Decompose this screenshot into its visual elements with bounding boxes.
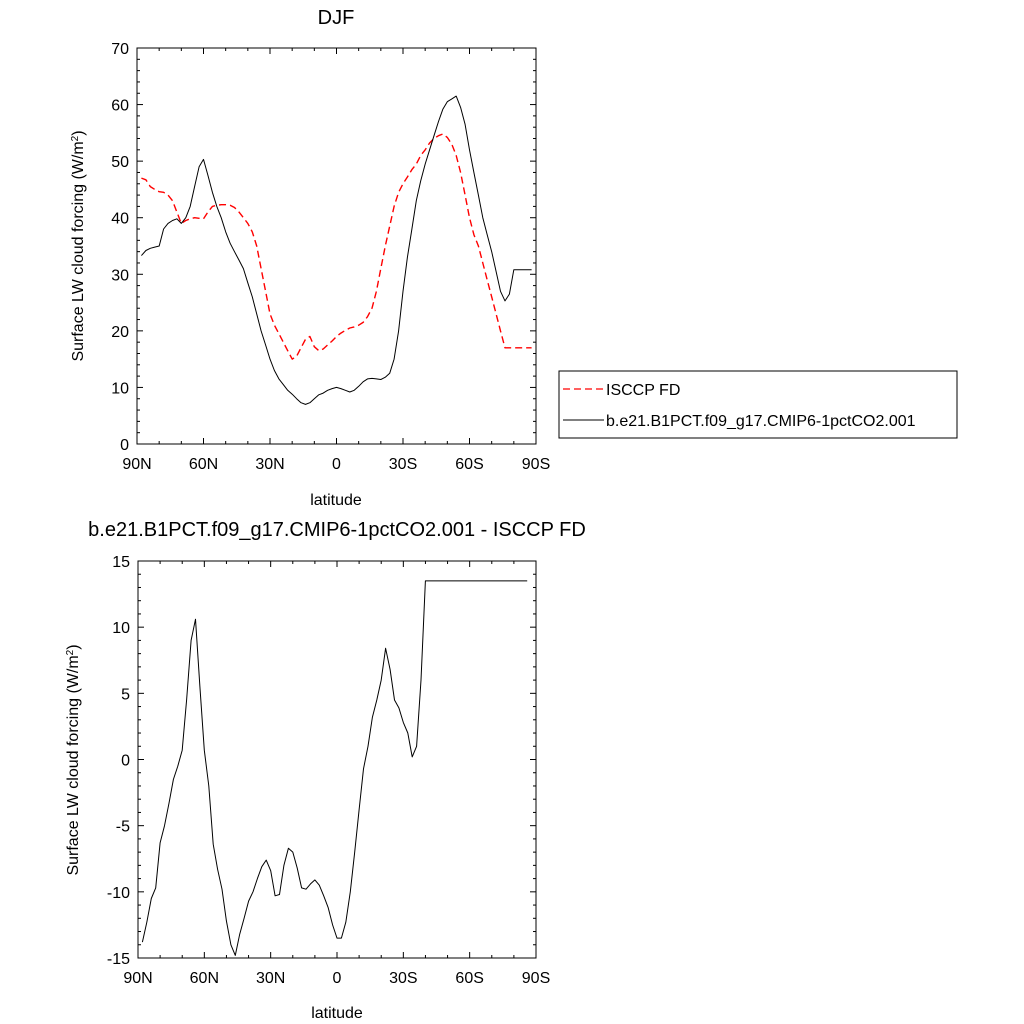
top-y-axis-label: Surface LW cloud forcing (W/m2) bbox=[70, 130, 88, 361]
bottom-series-group bbox=[141, 580, 528, 956]
bottom-y-tick-label: -15 bbox=[107, 951, 130, 968]
bottom-y-tick-label: -10 bbox=[107, 885, 130, 902]
top-x-axis-label: latitude bbox=[310, 492, 362, 509]
legend-label-model: b.e21.B1PCT.f09_g17.CMIP6-1pctCO2.001 bbox=[606, 413, 916, 430]
top-series-line-0 bbox=[141, 133, 532, 360]
top-x-tick-label: 30N bbox=[255, 456, 284, 473]
bottom-series-line-0 bbox=[141, 580, 528, 956]
bottom-x-tick-label: 30N bbox=[256, 970, 285, 987]
bottom-y-axis-label-close: ) bbox=[65, 644, 82, 649]
top-y-axis-label-sup: 2 bbox=[70, 135, 81, 141]
bottom-ticks: 90N 60N 30N 0 30S 60S 90S -15 -10 -5 0 5 10 15 bbox=[107, 554, 550, 987]
legend: ISCCP FD b.e21.B1PCT.f09_g17.CMIP6-1pctC… bbox=[558, 370, 958, 439]
bottom-y-axis-label: Surface LW cloud forcing (W/m2) bbox=[65, 644, 83, 875]
top-y-axis-label-close: ) bbox=[70, 130, 87, 135]
top-chart-title: DJF bbox=[318, 7, 355, 29]
bottom-y-tick-label: 10 bbox=[112, 620, 130, 637]
top-y-tick-label: 10 bbox=[111, 380, 129, 397]
top-x-tick-label: 90S bbox=[522, 456, 550, 473]
top-x-tick-label: 60S bbox=[455, 456, 483, 473]
legend-label-isccp: ISCCP FD bbox=[606, 382, 680, 399]
top-y-tick-label: 0 bbox=[120, 437, 129, 454]
top-y-axis-label-main: Surface LW cloud forcing (W/m bbox=[70, 141, 87, 361]
bottom-x-tick-label: 60S bbox=[455, 970, 483, 987]
top-y-tick-label: 60 bbox=[111, 98, 129, 115]
top-plot-frame bbox=[136, 47, 537, 445]
bottom-y-tick-label: 0 bbox=[121, 753, 130, 770]
bottom-x-axis-label: latitude bbox=[311, 1005, 363, 1022]
top-y-tick-label: 50 bbox=[111, 154, 129, 171]
top-y-tick-label: 30 bbox=[111, 267, 129, 284]
bottom-y-axis-label-sup: 2 bbox=[65, 649, 76, 655]
bottom-panel: b.e21.B1PCT.f09_g17.CMIP6-1pctCO2.001 - … bbox=[65, 519, 586, 1022]
top-x-tick-label: 0 bbox=[332, 456, 341, 473]
top-x-tick-label: 30S bbox=[389, 456, 417, 473]
top-ticks: 90N 60N 30N 0 30S 60S 90S 0 10 20 30 40 50 60 70 bbox=[111, 41, 550, 473]
top-y-tick-label: 20 bbox=[111, 324, 129, 341]
bottom-x-tick-label: 60N bbox=[190, 970, 219, 987]
bottom-x-tick-label: 90N bbox=[123, 970, 152, 987]
top-series-line-1 bbox=[141, 95, 532, 405]
bottom-y-axis-label-main: Surface LW cloud forcing (W/m bbox=[65, 655, 82, 875]
top-series-group bbox=[141, 95, 532, 405]
bottom-x-tick-label: 90S bbox=[522, 970, 550, 987]
bottom-plot-frame bbox=[137, 560, 537, 959]
bottom-x-tick-label: 30S bbox=[389, 970, 417, 987]
top-panel: DJF 90N 60N 30N 0 30S 60S 90S 0 10 20 30 40 50 60 70 l… bbox=[70, 7, 958, 509]
legend-box bbox=[558, 370, 958, 439]
bottom-x-tick-label: 0 bbox=[333, 970, 342, 987]
bottom-y-tick-label: -5 bbox=[116, 819, 130, 836]
bottom-y-tick-label: 5 bbox=[121, 686, 130, 703]
top-y-tick-label: 70 bbox=[111, 41, 129, 58]
bottom-chart-title: b.e21.B1PCT.f09_g17.CMIP6-1pctCO2.001 - … bbox=[88, 519, 586, 541]
top-y-tick-label: 40 bbox=[111, 211, 129, 228]
bottom-y-tick-label: 15 bbox=[112, 554, 130, 571]
top-x-tick-label: 60N bbox=[189, 456, 218, 473]
top-x-tick-label: 90N bbox=[122, 456, 151, 473]
